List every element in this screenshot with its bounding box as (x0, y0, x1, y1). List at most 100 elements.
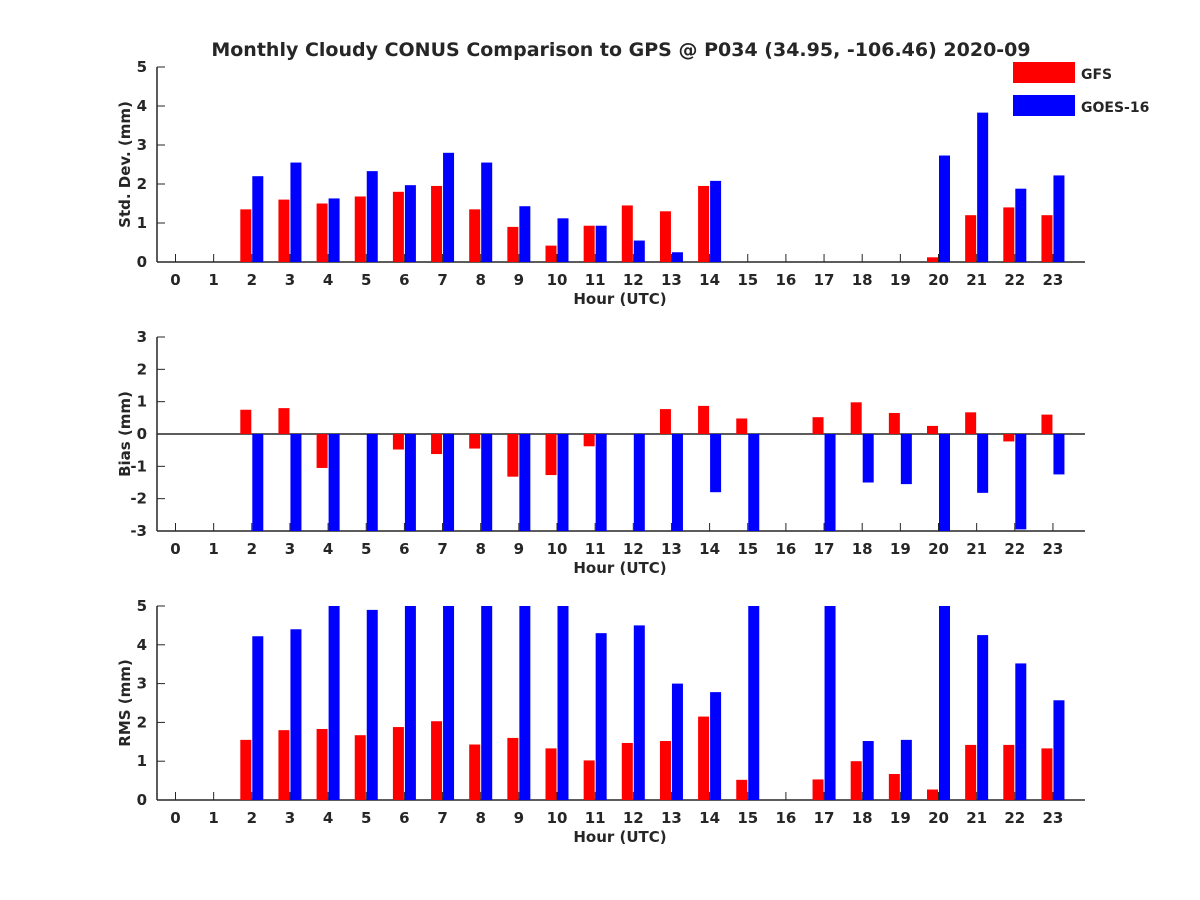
std-dev-xtick-label: 5 (361, 271, 371, 289)
bias-xtick-label: 23 (1043, 540, 1064, 558)
bias-bar-goes16 (366, 434, 378, 531)
rms-bar-goes16 (328, 606, 340, 800)
std-dev-bar-goes16 (939, 155, 950, 262)
std-dev-xtick-label: 14 (699, 271, 720, 289)
std-dev-xtick-label: 16 (775, 271, 796, 289)
legend-swatch-goes16 (1013, 95, 1075, 116)
bias-bar-goes16 (252, 434, 264, 531)
rms-bar-gfs (621, 742, 633, 800)
rms-bar-goes16 (1015, 663, 1027, 800)
std-dev-bar-gfs (240, 209, 252, 262)
bias-xtick-label: 12 (623, 540, 644, 558)
bias-ytick-label: 1 (137, 393, 147, 411)
std-dev-bar-goes16 (977, 112, 989, 262)
bias-bar-goes16 (939, 434, 950, 531)
std-dev-xtick-label: 18 (852, 271, 873, 289)
std-dev-xaxis-label: Hour (UTC) (573, 290, 666, 308)
bias-xtick-label: 2 (247, 540, 257, 558)
bias-bar-goes16 (824, 434, 836, 531)
std-dev-xtick-label: 11 (585, 271, 606, 289)
rms-ytick-label: 5 (137, 597, 147, 615)
bias-bar-goes16 (1053, 434, 1065, 475)
rms-xtick-label: 1 (208, 809, 218, 827)
bias-xtick-label: 4 (323, 540, 333, 558)
std-dev-ytick-label: 1 (137, 214, 147, 232)
std-dev-bar-gfs (621, 205, 633, 262)
figure-title: Monthly Cloudy CONUS Comparison to GPS @… (211, 39, 1030, 61)
std-dev-xtick-label: 13 (661, 271, 682, 289)
bias-bar-gfs (278, 408, 290, 434)
bias-bar-goes16 (290, 434, 302, 531)
rms-bar-goes16 (366, 609, 378, 800)
rms-xtick-label: 15 (737, 809, 758, 827)
std-dev-xtick-label: 9 (514, 271, 524, 289)
bias-bar-gfs (392, 434, 404, 450)
rms-xtick-label: 18 (852, 809, 873, 827)
bias-xtick-label: 8 (475, 540, 485, 558)
bias-bar-goes16 (481, 434, 493, 531)
rms-xtick-label: 2 (247, 809, 257, 827)
std-dev-xtick-label: 17 (814, 271, 835, 289)
rms-xtick-label: 23 (1043, 809, 1064, 827)
rms-xtick-label: 6 (399, 809, 409, 827)
bias-xtick-label: 11 (585, 540, 606, 558)
rms-bar-gfs (354, 735, 366, 800)
bias-bar-gfs (965, 412, 977, 434)
bias-bar-goes16 (977, 434, 989, 493)
bias-ytick-label: -2 (130, 490, 147, 508)
std-dev-bar-gfs (927, 257, 938, 262)
rms-bar-goes16 (481, 606, 493, 800)
bias-bar-goes16 (595, 434, 607, 531)
bias-xtick-label: 13 (661, 540, 682, 558)
bias-bar-goes16 (748, 434, 760, 531)
rms-bar-goes16 (252, 636, 264, 800)
rms-bar-gfs (812, 779, 824, 800)
rms-bar-gfs (888, 774, 900, 800)
std-dev-ytick-label: 0 (137, 253, 147, 271)
bias-bar-gfs (812, 417, 824, 434)
bias-xtick-label: 0 (170, 540, 180, 558)
std-dev-xtick-label: 20 (928, 271, 949, 289)
bias-bar-goes16 (671, 434, 683, 531)
rms-xtick-label: 19 (890, 809, 911, 827)
std-dev-xtick-label: 19 (890, 271, 911, 289)
rms-xtick-label: 12 (623, 809, 644, 827)
std-dev-bar-gfs (507, 226, 519, 262)
legend: GFS GOES-16 (1013, 62, 1149, 116)
rms-ytick-label: 1 (137, 752, 147, 770)
std-dev-bar-gfs (545, 245, 557, 262)
rms-bar-goes16 (633, 625, 645, 800)
std-dev-xtick-label: 0 (170, 271, 180, 289)
rms-xtick-label: 5 (361, 809, 371, 827)
rms-xtick-label: 8 (475, 809, 485, 827)
bias-bar-goes16 (328, 434, 340, 531)
bias-xtick-label: 10 (547, 540, 568, 558)
bias-bar-gfs (545, 434, 557, 476)
std-dev-xtick-label: 21 (966, 271, 987, 289)
std-dev-bar-gfs (583, 225, 595, 262)
std-dev-bar-gfs (1003, 207, 1015, 262)
rms-bar-gfs (736, 779, 748, 800)
bias-xtick-label: 22 (1004, 540, 1025, 558)
rms-xtick-label: 0 (170, 809, 180, 827)
bias-bar-goes16 (404, 434, 416, 531)
std-dev-bar-goes16 (595, 225, 607, 262)
rms-ytick-label: 4 (137, 636, 147, 654)
bias-bar-gfs (431, 434, 443, 455)
rms-bar-goes16 (443, 606, 455, 800)
rms-xtick-label: 21 (966, 809, 987, 827)
rms-ytick-label: 3 (137, 675, 147, 693)
rms-ytick-label: 2 (137, 713, 147, 731)
legend-swatch-gfs (1013, 62, 1075, 83)
std-dev-bar-gfs (431, 185, 443, 262)
rms-bar-gfs (392, 727, 404, 800)
std-dev-bar-gfs (698, 185, 710, 262)
bias-bar-goes16 (633, 434, 645, 531)
std-dev-bar-gfs (392, 191, 404, 262)
bias-bar-goes16 (443, 434, 455, 531)
bias-ytick-label: -1 (130, 457, 147, 475)
rms-bar-gfs (698, 716, 710, 800)
